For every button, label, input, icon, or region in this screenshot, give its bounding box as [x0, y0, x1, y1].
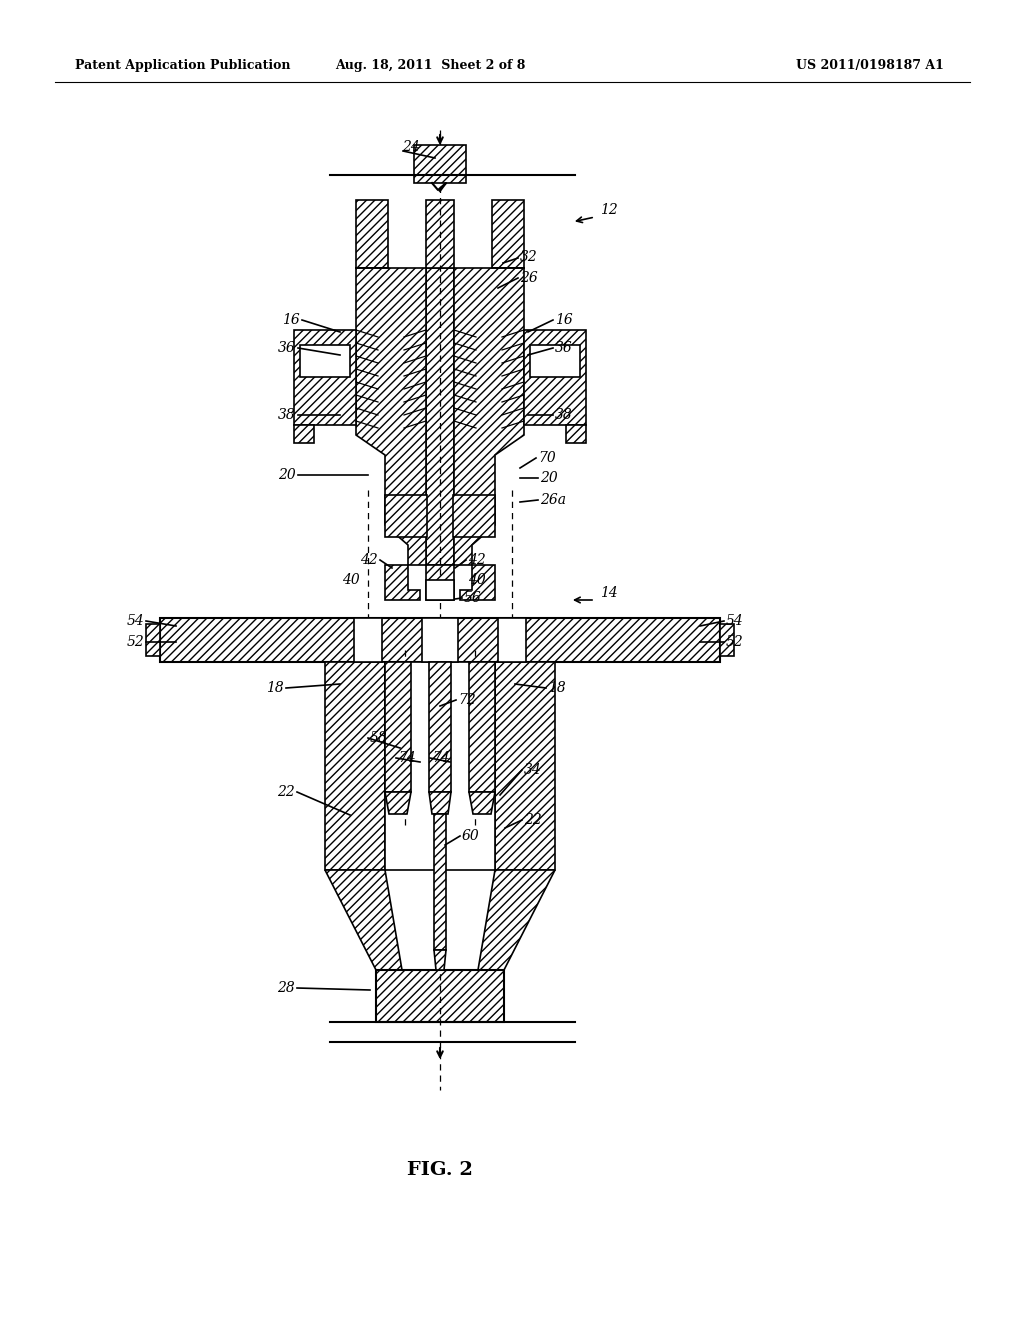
Text: 24: 24: [402, 140, 420, 154]
Text: 38: 38: [279, 408, 296, 422]
Bar: [720, 624, 734, 656]
Text: 16: 16: [283, 313, 300, 327]
Text: 40: 40: [468, 573, 485, 587]
Text: 70: 70: [538, 451, 556, 465]
Text: 34: 34: [524, 763, 542, 777]
Text: 26a: 26a: [540, 492, 566, 507]
Bar: [294, 425, 314, 444]
Text: 28: 28: [278, 981, 295, 995]
Polygon shape: [460, 565, 495, 601]
Polygon shape: [454, 268, 524, 565]
Bar: [385, 663, 411, 792]
Bar: [498, 618, 526, 663]
Text: 20: 20: [540, 471, 558, 484]
Bar: [495, 663, 555, 870]
Text: 42: 42: [468, 553, 485, 568]
Bar: [422, 618, 458, 663]
Bar: [376, 970, 504, 1022]
Text: FIG. 2: FIG. 2: [408, 1162, 473, 1179]
Text: 18: 18: [548, 681, 565, 696]
Bar: [453, 495, 495, 537]
Bar: [354, 618, 382, 663]
Text: 52: 52: [726, 635, 743, 649]
Text: 56: 56: [464, 591, 481, 605]
Text: 54: 54: [126, 614, 144, 628]
Bar: [414, 145, 466, 183]
Bar: [385, 663, 495, 870]
Text: 36: 36: [279, 341, 296, 355]
Text: 54: 54: [726, 614, 743, 628]
Text: 32: 32: [520, 249, 538, 264]
Bar: [385, 495, 427, 537]
Text: 52: 52: [126, 635, 144, 649]
Polygon shape: [356, 268, 426, 565]
Bar: [300, 345, 350, 378]
Text: Aug. 18, 2011  Sheet 2 of 8: Aug. 18, 2011 Sheet 2 of 8: [335, 58, 525, 71]
Bar: [146, 624, 160, 656]
Text: 42: 42: [360, 553, 378, 568]
Bar: [426, 268, 454, 565]
Bar: [426, 579, 454, 601]
Text: 22: 22: [278, 785, 295, 799]
Bar: [160, 618, 720, 663]
Text: 60: 60: [462, 829, 480, 843]
Text: 18: 18: [266, 681, 284, 696]
Text: 74: 74: [432, 751, 450, 766]
Polygon shape: [385, 565, 420, 601]
Polygon shape: [294, 330, 356, 425]
Text: 58: 58: [370, 731, 388, 744]
Text: 14: 14: [600, 586, 617, 601]
Polygon shape: [524, 330, 586, 425]
Polygon shape: [385, 792, 411, 814]
Polygon shape: [469, 792, 495, 814]
Text: 20: 20: [279, 469, 296, 482]
Bar: [426, 201, 454, 268]
Text: US 2011/0198187 A1: US 2011/0198187 A1: [796, 58, 944, 71]
Text: Patent Application Publication: Patent Application Publication: [75, 58, 291, 71]
Text: 38: 38: [555, 408, 572, 422]
Bar: [325, 663, 385, 870]
Polygon shape: [325, 870, 402, 970]
Polygon shape: [492, 201, 524, 268]
Bar: [566, 425, 586, 444]
Polygon shape: [356, 201, 388, 268]
Polygon shape: [429, 792, 451, 814]
Text: 26: 26: [520, 271, 538, 285]
Text: 22: 22: [524, 813, 542, 828]
Bar: [429, 663, 451, 792]
Bar: [469, 663, 495, 792]
Text: 36: 36: [555, 341, 572, 355]
Polygon shape: [434, 950, 446, 970]
Bar: [426, 565, 454, 601]
Text: 40: 40: [342, 573, 360, 587]
Text: 74: 74: [398, 751, 416, 766]
Polygon shape: [478, 870, 555, 970]
Text: 16: 16: [555, 313, 572, 327]
Bar: [530, 345, 580, 378]
Bar: [434, 814, 446, 950]
Text: 72: 72: [458, 693, 476, 708]
Text: 12: 12: [600, 203, 617, 216]
